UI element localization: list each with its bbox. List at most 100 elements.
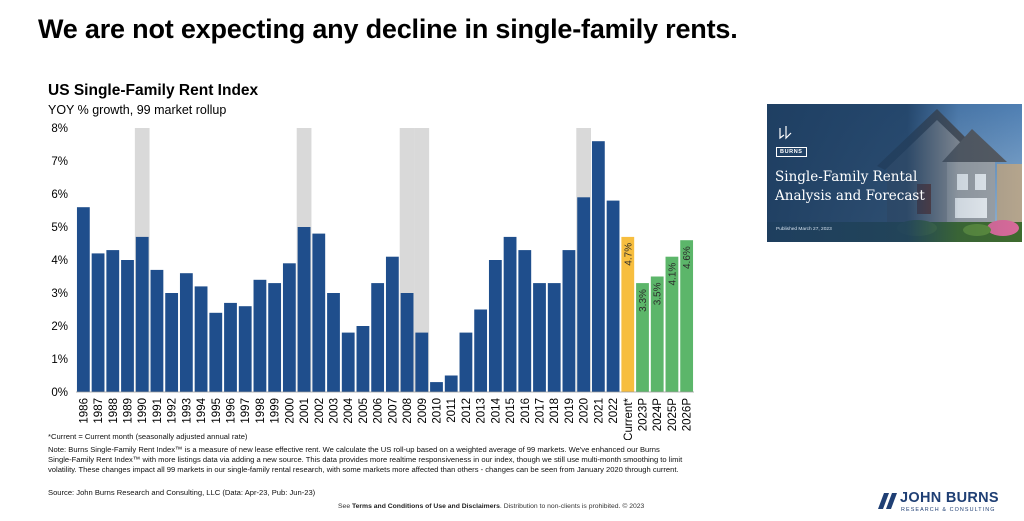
x-tick-label: 1992 [167,398,179,424]
bar-2007 [385,256,399,392]
x-tick-label: 1999 [270,398,282,424]
bar-1998 [253,279,267,392]
x-tick-label: 2012 [461,398,473,424]
bar-Current* [621,236,635,392]
bar-2012 [459,332,473,392]
bar-2023P [636,283,649,392]
bar-1986 [76,207,90,392]
x-tick-label: 2005 [358,398,370,424]
x-tick-label: 2018 [549,398,561,424]
house-photo-illustration [767,104,1022,242]
methodology-note: Note: Burns Single-Family Rent Index™ is… [48,445,683,474]
bar-2006 [371,283,385,392]
terms-link[interactable]: Terms and Conditions of Use and Disclaim… [351,503,500,510]
page-headline: We are not expecting any decline in sing… [38,14,738,44]
x-tick-label: 2002 [314,398,326,424]
x-tick-label: 1995 [211,398,223,424]
y-tick-label: 4% [51,255,68,267]
x-tick-label: 2023P [638,398,650,432]
data-label-2026P: 4.6% [682,246,693,269]
x-tick-label: 1991 [152,398,164,424]
y-tick-label: 3% [51,288,68,300]
footer-prefix: See [338,503,352,510]
x-tick-label: 2004 [343,397,355,423]
y-tick-label: 0% [51,387,68,399]
bar-1987 [91,253,105,392]
report-brand-badge: BURNS [776,147,807,157]
x-tick-label: Current* [623,397,635,440]
data-label-2025P: 4.1% [667,263,678,286]
x-tick-label: 2020 [579,398,591,424]
x-tick-label: 1996 [226,398,238,424]
bar-1997 [238,306,252,392]
data-label-2023P: 3.3% [638,289,649,312]
x-tick-label: 1993 [181,398,193,424]
x-tick-label: 2003 [329,398,341,424]
x-tick-label: 2021 [593,398,605,424]
john-burns-logo: JOHN BURNS RESEARCH & CONSULTING [878,489,1018,515]
bar-2017 [533,283,546,392]
bar-2002 [312,233,326,392]
logo-mark-icon [878,493,897,509]
bar-1989 [121,260,134,392]
y-tick-label: 5% [51,222,68,234]
x-tick-label: 2026P [682,398,694,432]
bar-2000 [282,263,296,392]
y-tick-label: 6% [51,189,68,201]
footer-suffix: . Distribution to non-clients is prohibi… [499,503,645,510]
bar-2009 [415,332,429,392]
chart-title: US Single-Family Rent Index [48,82,259,99]
data-label-Current*: 4.7% [623,243,634,266]
x-tick-label: 2015 [505,398,517,424]
x-tick-label: 1988 [108,398,120,424]
bar-1993 [179,273,193,392]
current-footnote: *Current = Current month (seasonally adj… [48,432,248,441]
y-tick-label: 7% [51,156,68,168]
report-cover-image[interactable]: BURNS Single-Family Rental Analysis and … [767,104,1022,242]
x-tick-label: 1997 [240,398,252,424]
bar-2010 [430,382,443,392]
bar-1995 [209,312,223,392]
x-tick-label: 2010 [432,398,444,424]
chart-subtitle: YOY % growth, 99 market rollup [48,103,227,117]
x-tick-label: 2013 [476,398,488,424]
bar-2024P [650,276,664,392]
bar-2026P [680,240,694,392]
x-tick-label: 1989 [123,398,135,424]
bar-2016 [518,250,532,392]
y-tick-label: 8% [51,123,68,135]
x-tick-label: 2000 [284,398,296,424]
bar-2008 [400,293,414,392]
x-tick-label: 2009 [417,398,429,424]
x-tick-label: 2022 [608,398,620,424]
x-tick-label: 2014 [490,397,502,423]
x-tick-label: 2008 [402,398,414,424]
bar-1999 [268,283,282,392]
bar-2001 [297,227,311,392]
x-tick-label: 1990 [137,398,149,424]
bar-2014 [488,260,502,392]
y-tick-label: 1% [51,354,68,366]
data-label-2024P: 3.5% [653,282,664,305]
bar-2019 [562,250,576,392]
bar-1994 [194,286,208,392]
bar-2011 [444,375,458,392]
bar-1996 [224,302,237,392]
footer-disclaimer: See Terms and Conditions of Use and Disc… [338,503,644,510]
bar-2013 [474,309,488,392]
report-title: Single-Family Rental Analysis and Foreca… [775,169,925,204]
bar-2020 [577,197,591,392]
x-tick-label: 2007 [387,398,399,424]
x-tick-label: 2019 [564,398,576,424]
logo-name: JOHN BURNS [900,490,999,506]
x-tick-label: 2001 [299,398,311,424]
bar-2021 [591,141,605,392]
y-tick-label: 2% [51,321,68,333]
x-tick-label: 1986 [78,398,90,424]
report-published-date: Published March 27, 2023 [776,227,832,232]
bar-2005 [356,326,370,392]
recession-shading-2009 [414,128,430,392]
bar-2025P [665,256,679,392]
bar-1988 [106,250,120,392]
rent-index-chart: 0% 1% 2% 3% 4% 5% 6% 7% 8% 4.7% 3.3% 3.5%4.1% 4.6% 19… [51,123,694,440]
